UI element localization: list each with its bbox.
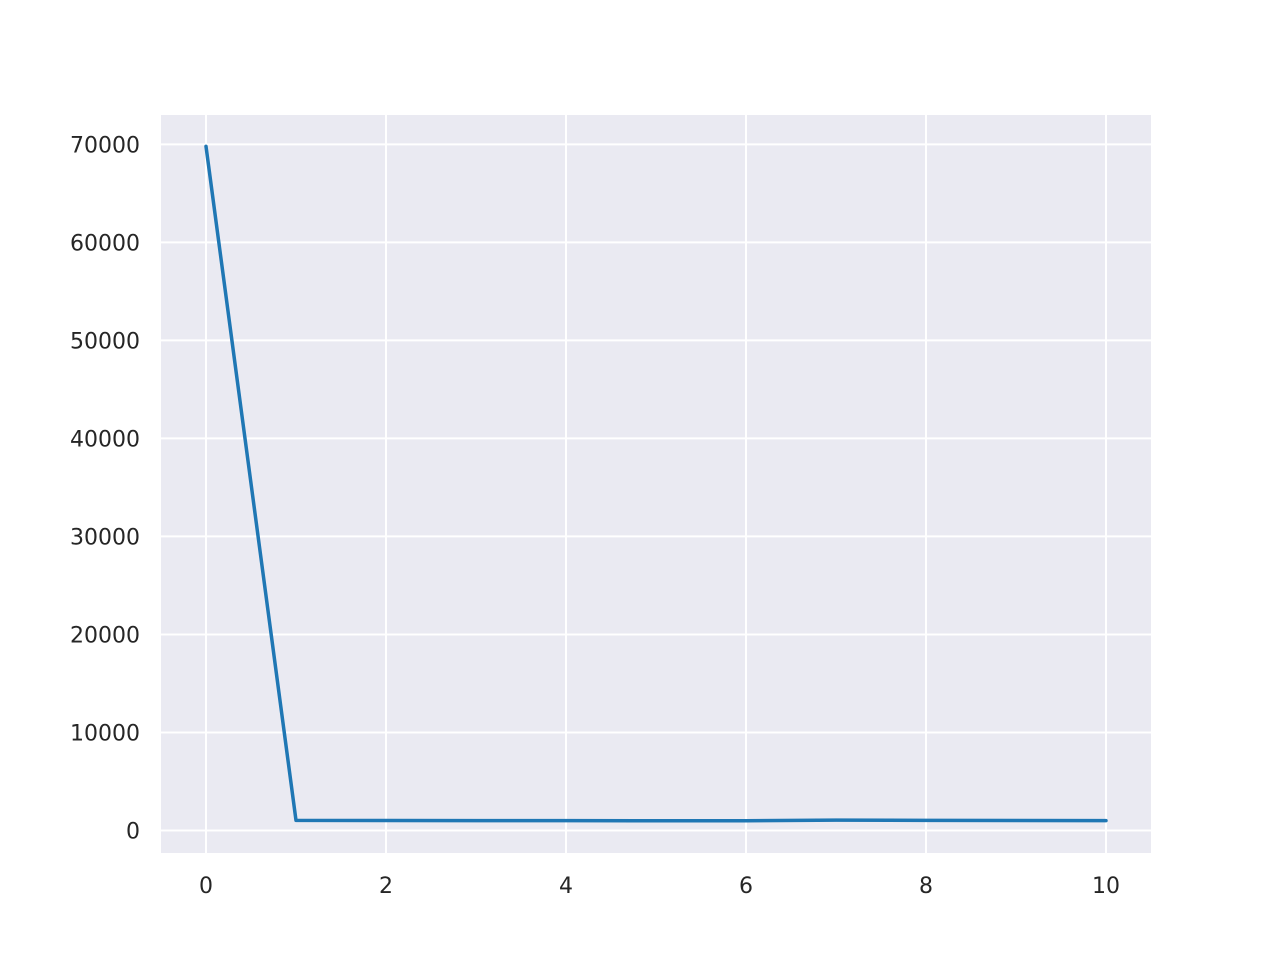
y-tick-label: 70000 [70,133,140,158]
y-tick-label: 0 [126,819,140,844]
x-tick-label: 2 [379,874,393,899]
series-line [204,144,1108,823]
y-tick-label: 10000 [70,721,140,746]
x-tick-label: 6 [739,874,753,899]
series-layer [204,144,1108,823]
y-tick-label: 60000 [70,231,140,256]
x-tick-label: 10 [1092,874,1120,899]
y-tick-label: 30000 [70,525,140,550]
x-tick-label: 8 [919,874,933,899]
y-gridlines [161,143,1151,832]
x-gridlines [205,115,1107,853]
y-tick-label: 40000 [70,427,140,452]
x-tick-label: 4 [559,874,573,899]
plot-area [161,115,1151,853]
x-tick-label: 0 [199,874,213,899]
y-tick-label: 20000 [70,623,140,648]
y-tick-label: 50000 [70,329,140,354]
x-axis-tick-labels: 0 2 4 6 8 10 [199,874,1120,899]
y-axis-tick-labels: 0 10000 20000 30000 40000 50000 60000 70000 [70,133,140,844]
